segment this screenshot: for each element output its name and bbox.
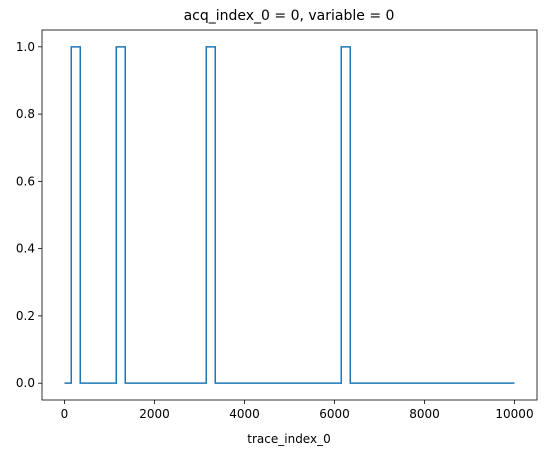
y-tick-label: 0.0 [16, 376, 35, 390]
x-tick-label: 2000 [139, 407, 170, 421]
plot-frame [41, 29, 538, 401]
y-tick-label: 0.8 [16, 107, 35, 121]
x-tick-label: 6000 [319, 407, 350, 421]
x-axis-label: trace_index_0 [247, 432, 330, 446]
y-tick-label: 1.0 [16, 40, 35, 54]
x-tick-label: 8000 [409, 407, 440, 421]
x-tick-label: 10000 [495, 407, 533, 421]
data-line [64, 46, 515, 384]
y-tick-label: 0.4 [16, 242, 35, 256]
x-tick-label: 0 [61, 407, 69, 421]
chart-title: acq_index_0 = 0, variable = 0 [184, 8, 395, 24]
y-tick-label: 0.2 [16, 309, 35, 323]
x-tick-label: 4000 [229, 407, 260, 421]
y-tick-label: 0.6 [16, 174, 35, 188]
